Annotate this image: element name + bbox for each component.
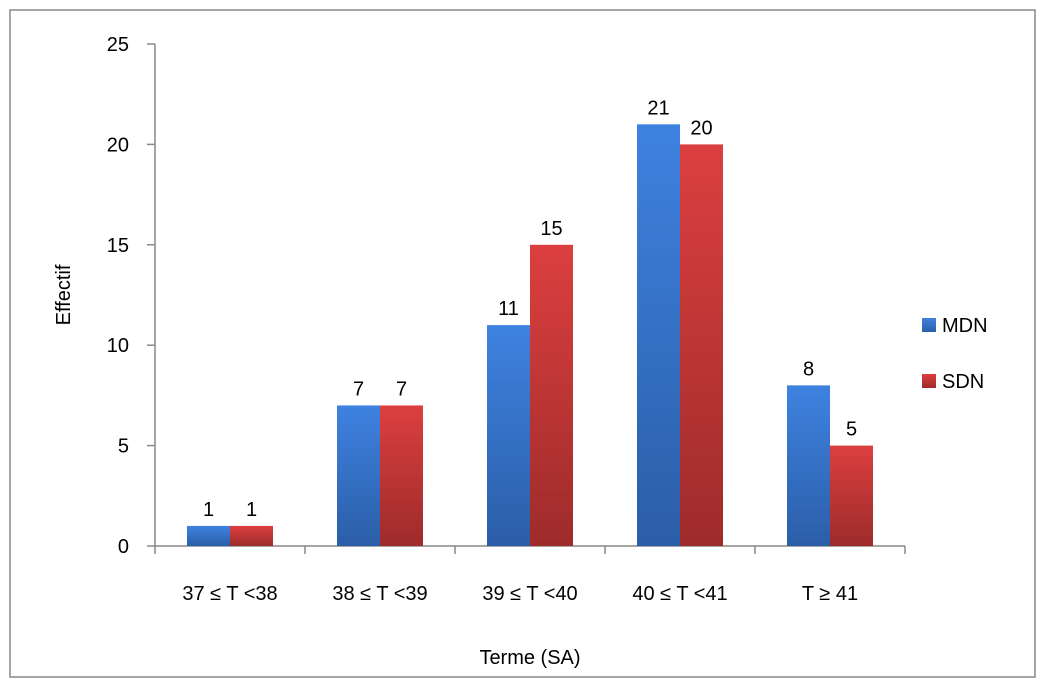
data-label: 15 xyxy=(540,218,562,240)
data-label: 11 xyxy=(498,298,519,320)
data-label: 5 xyxy=(846,419,857,441)
bar-mdn-1 xyxy=(337,405,380,546)
bar-sdn-3 xyxy=(680,144,723,546)
legend-swatch-sdn xyxy=(922,374,936,388)
legend-swatch-mdn xyxy=(922,318,936,332)
legend-label-mdn: MDN xyxy=(942,315,988,337)
y-tick-label: 15 xyxy=(107,235,129,257)
bar-sdn-0 xyxy=(230,525,273,546)
data-label: 21 xyxy=(647,97,669,119)
y-tick-label: 0 xyxy=(118,536,129,558)
data-label: 1 xyxy=(203,499,214,521)
data-label: 1 xyxy=(246,499,257,521)
bar-mdn-0 xyxy=(187,525,230,546)
bar-sdn-4 xyxy=(830,445,873,546)
y-tick-label: 5 xyxy=(118,436,129,458)
bar-sdn-2 xyxy=(530,244,573,547)
x-axis-title: Terme (SA) xyxy=(479,647,580,669)
data-label: 7 xyxy=(396,378,407,400)
legend-label-sdn: SDN xyxy=(942,371,984,393)
data-label: 8 xyxy=(803,358,814,380)
bar-mdn-2 xyxy=(487,325,530,546)
y-tick-label: 20 xyxy=(107,134,129,156)
x-tick-label: 38 ≤ T <39 xyxy=(332,583,427,605)
bar-sdn-1 xyxy=(380,405,423,546)
bar-mdn-4 xyxy=(787,385,830,546)
data-label: 7 xyxy=(353,378,364,400)
x-tick-label: T ≥ 41 xyxy=(802,583,858,605)
y-tick-label: 10 xyxy=(107,335,129,357)
x-tick-label: 40 ≤ T <41 xyxy=(632,583,727,605)
y-tick-label: 25 xyxy=(107,34,129,56)
x-tick-label: 39 ≤ T <40 xyxy=(482,583,577,605)
data-label: 20 xyxy=(690,117,712,139)
bar-mdn-3 xyxy=(637,124,680,546)
y-axis-title: Effectif xyxy=(53,264,75,325)
x-tick-label: 37 ≤ T <38 xyxy=(182,583,277,605)
